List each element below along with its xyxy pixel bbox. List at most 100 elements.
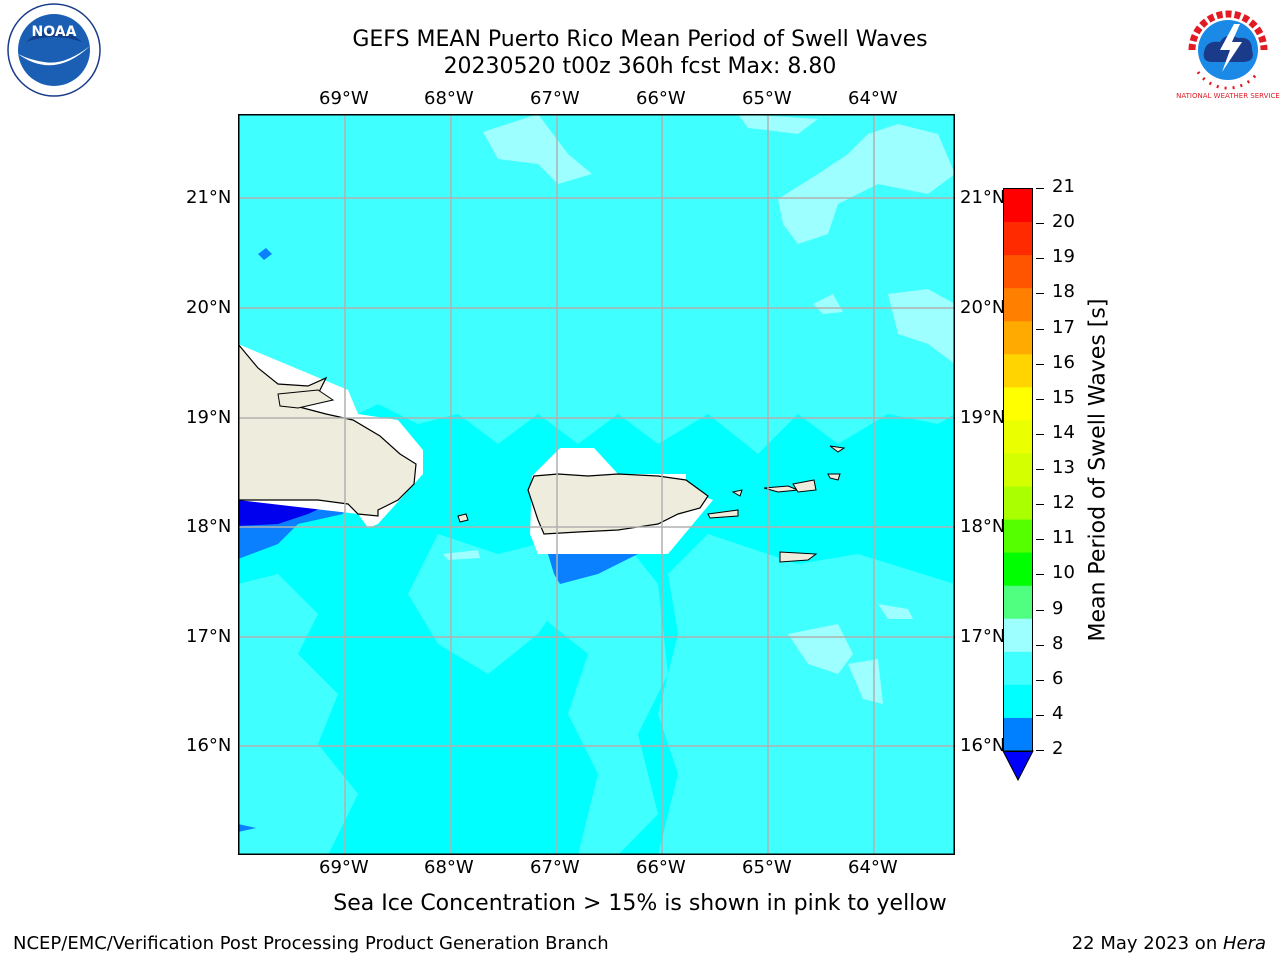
colorbar-tick-mark: [1036, 328, 1044, 330]
colorbar-tick-mark: [1036, 504, 1044, 506]
culebra-island: [731, 489, 743, 497]
swell-region-north: [238, 114, 955, 454]
mona-island: [457, 513, 469, 523]
pale-patch-5: [813, 294, 843, 314]
swell-region-east: [658, 534, 955, 855]
puerto-rico-land: [527, 473, 709, 535]
footer-date: 22 May 2023 on: [1071, 933, 1223, 954]
colorbar-tick-mark: [1036, 433, 1044, 435]
colorbar-band: [1004, 321, 1032, 355]
blue-dot-south: [238, 824, 256, 832]
vieques-island: [707, 509, 739, 519]
sea-ice-note: Sea Ice Concentration > 15% is shown in …: [333, 891, 947, 916]
lat-label-left: 19°N: [186, 407, 232, 428]
st-croix-island: [779, 551, 818, 563]
lon-label-bottom: 64°W: [848, 857, 898, 878]
colorbar-tick-label: 10: [1052, 562, 1075, 584]
colorbar-tick-label: 16: [1052, 351, 1075, 373]
colorbar-band: [1004, 387, 1032, 421]
lat-label-left: 18°N: [186, 516, 232, 537]
lat-label-right: 16°N: [960, 735, 1006, 756]
colorbar-tick-mark: [1036, 574, 1044, 576]
colorbar-tick-label: 2: [1052, 738, 1064, 759]
colorbar-tick-label: 4: [1052, 702, 1064, 724]
colorbar-tick-label: 13: [1052, 457, 1075, 478]
colorbar-tick-mark: [1036, 679, 1044, 681]
colorbar-tick-label: 17: [1052, 316, 1075, 338]
colorbar-band: [1004, 420, 1032, 454]
pale-patch-8: [878, 604, 913, 619]
colorbar-tick-mark: [1036, 714, 1044, 716]
nws-logo-text: NATIONAL WEATHER SERVICE: [1176, 92, 1280, 100]
colorbar-frame: [1003, 188, 1033, 752]
map-panel: [238, 114, 955, 855]
blue-dot-north: [258, 248, 272, 260]
colorbar-band: [1004, 651, 1032, 686]
colorbar-tick-label: 8: [1052, 632, 1064, 654]
colorbar-tick-mark: [1036, 750, 1044, 751]
chart-subtitle: 20230520 t00z 360h fcst Max: 8.80: [443, 54, 837, 79]
lon-label-top: 68°W: [424, 88, 474, 109]
footer-right: 22 May 2023 on Hera: [1072, 933, 1266, 954]
colorbar-band: [1004, 684, 1032, 719]
map-frame: [238, 114, 955, 855]
noaa-logo: NOAA: [7, 3, 101, 97]
colorbar-band: [1004, 519, 1032, 554]
pale-patch-2: [738, 114, 818, 134]
chart-title: GEFS MEAN Puerto Rico Mean Period of Swe…: [352, 27, 928, 52]
colorbar-ticks: 21 20 19 18 17 16 15 14 13 12 11 10 9 8 6 4 2: [1036, 176, 1086, 770]
noaa-logo-text: NOAA: [32, 24, 77, 40]
colorbar-band: [1004, 585, 1032, 620]
colorbar-tick-label: 11: [1052, 527, 1075, 549]
lat-label-left: 16°N: [186, 735, 232, 756]
footer-host: Hera: [1222, 933, 1266, 954]
lon-label-top: 69°W: [319, 88, 369, 109]
lon-label-bottom: 66°W: [636, 857, 686, 878]
tortuga-island: [277, 389, 335, 409]
colorbar-band: [1004, 453, 1032, 488]
colorbar-tick-mark: [1036, 258, 1044, 260]
st-john-island: [792, 479, 817, 493]
pale-patch-9: [443, 550, 480, 560]
lon-label-bottom: 65°W: [742, 857, 792, 878]
pale-patch-3: [778, 124, 955, 244]
colorbar: [1002, 188, 1034, 782]
lat-label-right: 20°N: [960, 297, 1006, 318]
lon-label-bottom: 69°W: [319, 857, 369, 878]
tortola-island: [827, 473, 841, 481]
hispaniola-land: [238, 343, 417, 517]
anegada-island: [829, 445, 846, 453]
colorbar-tick-label: 12: [1052, 492, 1075, 514]
lat-label-left: 21°N: [186, 187, 232, 208]
colorbar-tick-mark: [1036, 644, 1044, 646]
colorbar-band: [1004, 189, 1032, 223]
lat-label-left: 20°N: [186, 297, 232, 318]
lon-label-top: 64°W: [848, 88, 898, 109]
colorbar-tick-mark: [1036, 293, 1044, 295]
colorbar-tick-mark: [1036, 469, 1044, 470]
colorbar-band: [1004, 618, 1032, 653]
colorbar-band: [1004, 288, 1032, 322]
colorbar-tick-mark: [1036, 609, 1044, 611]
colorbar-band: [1004, 354, 1032, 388]
colorbar-tick-label: 9: [1052, 597, 1064, 619]
lat-label-left: 17°N: [186, 626, 232, 647]
colorbar-band: [1004, 222, 1032, 256]
colorbar-tick-mark: [1036, 398, 1044, 400]
colorbar-extend-arrow: [1002, 750, 1034, 782]
swell-region-west: [238, 574, 358, 855]
nws-logo: NATIONAL WEATHER SERVICE: [1176, 6, 1280, 100]
lon-label-bottom: 67°W: [530, 857, 580, 878]
colorbar-tick-label: 15: [1052, 386, 1075, 408]
colorbar-band: [1004, 255, 1032, 289]
colorbar-tick-label: 21: [1052, 176, 1075, 197]
lon-label-top: 67°W: [530, 88, 580, 109]
blue-patch-pr: [548, 554, 638, 584]
colorbar-tick-label: 6: [1052, 667, 1064, 689]
colorbar-tick-mark: [1036, 223, 1044, 225]
lat-label-right: 21°N: [960, 187, 1006, 208]
graticule: [238, 114, 955, 855]
colorbar-tick-mark: [1036, 363, 1044, 365]
lat-label-right: 17°N: [960, 626, 1006, 647]
colorbar-tick-label: 19: [1052, 246, 1075, 268]
